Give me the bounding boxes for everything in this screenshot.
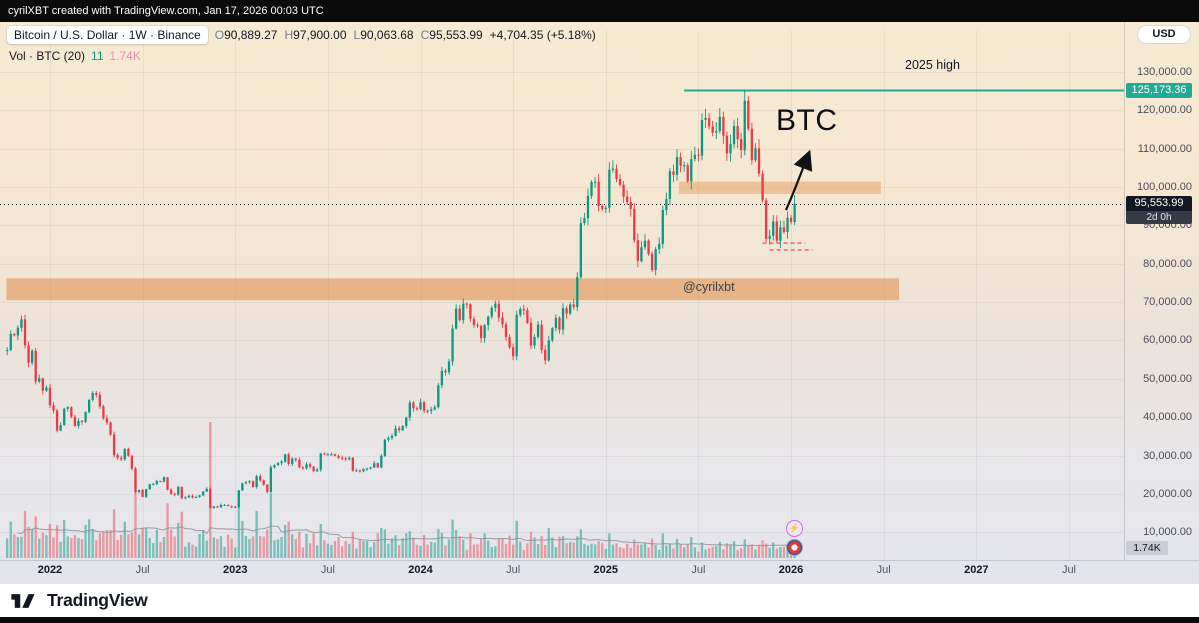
symbol-description[interactable]: Bitcoin / U.S. Dollar · 1W · Binance [7, 26, 208, 44]
price-tick-label: 40,000.00 [1143, 411, 1192, 424]
time-tick-label: 2022 [37, 564, 63, 576]
volume-indicator-row: Vol · BTC (20) 11 1.74K [7, 49, 596, 63]
symbol-row: Bitcoin / U.S. Dollar · 1W · Binance O90… [7, 26, 596, 44]
price-tick-label: 50,000.00 [1143, 372, 1192, 385]
volume-value: 11 [91, 49, 104, 63]
high-2025-label[interactable]: 2025 high [905, 58, 960, 72]
price-tick-label: 20,000.00 [1143, 487, 1192, 500]
price-tick-label: 70,000.00 [1143, 296, 1192, 309]
chart-area: Bitcoin / U.S. Dollar · 1W · Binance O90… [0, 22, 1199, 584]
time-tick-label: Jul [506, 564, 521, 576]
bar-countdown: 2d 0h [1126, 211, 1192, 225]
ohlc-high: H97,900.00 [284, 28, 347, 42]
trend-arrow-drawing[interactable] [779, 140, 825, 218]
last-price-value: 95,553.99 [1126, 196, 1192, 212]
currency-toggle-button[interactable]: USD [1137, 25, 1191, 44]
price-tick-label: 110,000.00 [1137, 142, 1192, 155]
price-tick-label: 130,000.00 [1136, 66, 1192, 78]
time-tick-label: Jul [691, 564, 706, 576]
time-tick-label: 2025 [593, 564, 619, 576]
price-tick-label: 60,000.00 [1143, 334, 1192, 347]
time-axis[interactable]: 2022 Jul 2023 Jul 2024 Jul 2025 Jul 2026 Jul 2027 J… [0, 560, 1199, 584]
price-tick-label: 10,000.00 [1143, 526, 1192, 539]
tradingview-logo-icon[interactable] [10, 591, 40, 611]
ohlc-close: C95,553.99 [420, 28, 483, 42]
time-tick-label: Jul [135, 564, 150, 576]
legend: Bitcoin / U.S. Dollar · 1W · Binance O90… [7, 26, 596, 63]
time-tick-label: 2024 [408, 564, 433, 576]
ohlc-low: L90,063.68 [353, 28, 414, 42]
price-axis[interactable]: 130,000.00 120,000.00 110,000.00 100,000.00… [1124, 22, 1199, 560]
volume-ma-value: 1.74K [109, 49, 141, 63]
time-tick-label: Jul [876, 564, 891, 576]
price-tick-label: 100,000.00 [1136, 181, 1192, 194]
time-tick-label: 2026 [778, 564, 804, 576]
price-tick-label: 80,000.00 [1143, 257, 1192, 270]
watermark-handle: @cyrilxbt [683, 280, 735, 294]
footer: TradingView [0, 584, 1199, 617]
price-tick-label: 120,000.00 [1136, 104, 1192, 117]
last-price-label: 95,553.99 2d 0h [1126, 196, 1192, 225]
level-price-label: 125,173.36 [1126, 83, 1192, 98]
spark-badge-icon[interactable]: ⚡ [786, 520, 803, 537]
price-chart-canvas[interactable] [0, 22, 1199, 584]
time-tick-label: 2027 [964, 564, 989, 576]
volume-axis-label: 1.74K [1126, 541, 1168, 555]
target-badge-icon[interactable] [786, 539, 803, 556]
change-value: +4,704.35 (+5.18%) [489, 28, 596, 42]
time-tick-label: Jul [320, 564, 335, 576]
time-tick-label: Jul [1061, 564, 1076, 576]
ohlc-open: O90,889.27 [214, 28, 278, 42]
attribution-text: cyrilXBT created with TradingView.com, J… [8, 5, 324, 17]
bottom-black-bar [0, 617, 1199, 623]
attribution-bar: cyrilXBT created with TradingView.com, J… [0, 0, 1199, 22]
volume-indicator-label[interactable]: Vol · BTC (20) [9, 49, 86, 63]
brand-wordmark[interactable]: TradingView [47, 590, 148, 610]
btc-text-annotation[interactable]: BTC [776, 104, 838, 137]
time-tick-label: 2023 [222, 564, 248, 576]
price-tick-label: 30,000.00 [1143, 449, 1192, 462]
